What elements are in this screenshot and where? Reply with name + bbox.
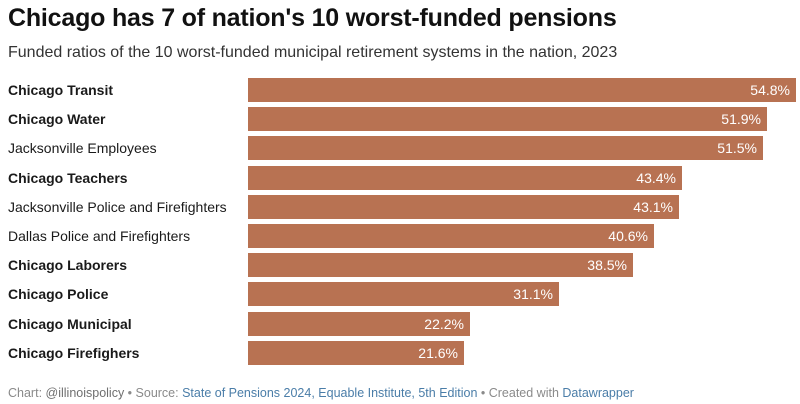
bar-value-label: 43.4%: [636, 170, 676, 186]
bar-value-label: 54.8%: [750, 82, 790, 98]
category-label: Jacksonville Police and Firefighters: [8, 199, 227, 215]
chart-title: Chicago has 7 of nation's 10 worst-funde…: [8, 4, 617, 32]
bar-value-label: 22.2%: [424, 316, 464, 332]
bar-value-label: 31.1%: [513, 286, 553, 302]
bar: 51.9%: [248, 107, 767, 131]
bar-value-label: 51.9%: [721, 111, 761, 127]
bar: 43.1%: [248, 195, 679, 219]
category-label: Chicago Police: [8, 286, 109, 302]
category-label: Dallas Police and Firefighters: [8, 228, 191, 244]
bar-value-label: 40.6%: [608, 228, 648, 244]
bar: 43.4%: [248, 166, 682, 190]
category-label: Chicago Transit: [8, 82, 114, 98]
bar-value-label: 43.1%: [633, 199, 673, 215]
chart-subtitle: Funded ratios of the 10 worst-funded mun…: [8, 44, 618, 61]
category-label: Chicago Laborers: [8, 257, 128, 273]
category-label: Jacksonville Employees: [8, 140, 157, 156]
bar: 38.5%: [248, 253, 633, 277]
category-label: Chicago Water: [8, 111, 106, 127]
bar: 40.6%: [248, 224, 654, 248]
category-label: Chicago Municipal: [8, 316, 132, 332]
footer-chart-author: @illinoispolicy: [45, 386, 125, 400]
footer-chart-prefix: Chart:: [8, 386, 46, 400]
bar-value-label: 21.6%: [418, 345, 458, 361]
chart-footer: Chart: @illinoispolicy • Source: State o…: [8, 386, 634, 400]
bar: 21.6%: [248, 341, 464, 365]
category-label: Chicago Firefighers: [8, 345, 140, 361]
footer-source-prefix: • Source:: [124, 386, 183, 400]
bar: 22.2%: [248, 312, 470, 336]
footer-source-link[interactable]: State of Pensions 2024, Equable Institut…: [182, 386, 478, 400]
bar: 51.5%: [248, 136, 763, 160]
bar-value-label: 38.5%: [587, 257, 627, 273]
footer-created-prefix: • Created with: [477, 386, 563, 400]
bar: 54.8%: [248, 78, 796, 102]
bar: 31.1%: [248, 282, 559, 306]
bar-value-label: 51.5%: [717, 140, 757, 156]
category-label: Chicago Teachers: [8, 170, 128, 186]
footer-tool-link[interactable]: Datawrapper: [562, 386, 634, 400]
